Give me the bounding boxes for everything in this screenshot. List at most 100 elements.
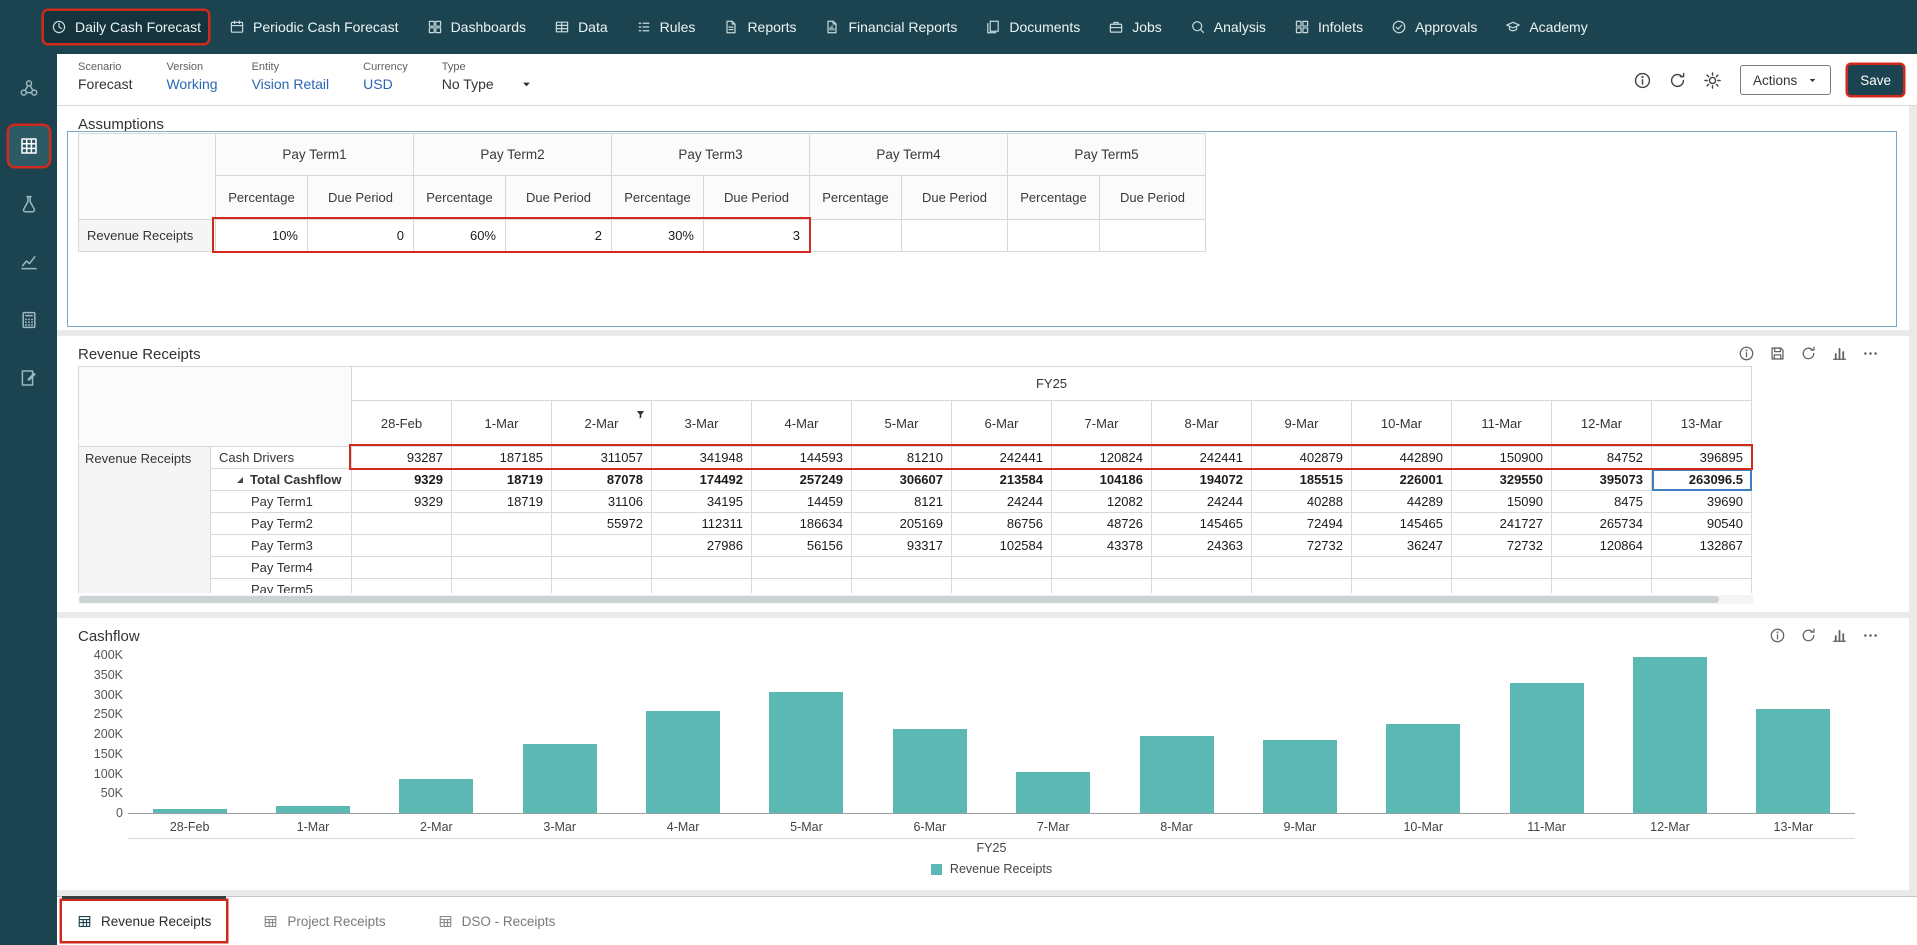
cell-pay-term3-8-mar[interactable]: 24363 [1151, 534, 1252, 557]
cell-cash-drivers-12-mar[interactable]: 84752 [1551, 446, 1652, 469]
cell-pay-term4-7-mar[interactable] [1051, 556, 1152, 579]
nav-tab-daily-cash-forecast[interactable]: Daily Cash Forecast [44, 11, 209, 43]
cell-pay-term2-5-mar[interactable]: 205169 [851, 512, 952, 535]
cell-pay-term3-13-mar[interactable]: 132867 [1651, 534, 1752, 557]
chart-bar-12-mar[interactable] [1632, 657, 1707, 813]
row-label-pay-term4[interactable]: Pay Term4 [210, 556, 352, 579]
cell-pay-term4-8-mar[interactable] [1151, 556, 1252, 579]
cell-pay-term1-11-mar[interactable]: 15090 [1451, 490, 1552, 513]
cell-pay-term3-2-mar[interactable] [551, 534, 652, 557]
nav-tab-reports[interactable]: Reports [716, 11, 803, 43]
ellipsis-button[interactable] [1862, 345, 1879, 362]
chart-bar-9-mar[interactable] [1262, 740, 1337, 813]
cell-pay-term3-28-feb[interactable] [351, 534, 452, 557]
cell-cash-drivers-1-mar[interactable]: 187185 [451, 446, 552, 469]
assumptions-value-cell[interactable]: 60% [413, 219, 506, 252]
cell-pay-term3-11-mar[interactable]: 72732 [1451, 534, 1552, 557]
cell-total-cashflow-8-mar[interactable]: 194072 [1151, 468, 1252, 491]
column-header-28-feb[interactable]: 28-Feb [351, 400, 452, 447]
row-label-pay-term1[interactable]: Pay Term1 [210, 490, 352, 513]
cell-pay-term4-11-mar[interactable] [1451, 556, 1552, 579]
nav-tab-analysis[interactable]: Analysis [1183, 11, 1273, 43]
chart-legend[interactable]: Revenue Receipts [128, 862, 1855, 876]
chart-bar-28-feb[interactable] [152, 809, 227, 813]
sidebar-item-data-grid[interactable] [8, 126, 49, 166]
nav-tab-periodic-cash-forecast[interactable]: Periodic Cash Forecast [222, 11, 406, 43]
column-header-4-mar[interactable]: 4-Mar [751, 400, 852, 447]
cell-pay-term1-6-mar[interactable]: 24244 [951, 490, 1052, 513]
bottom-tab-revenue-receipts[interactable]: Revenue Receipts [62, 896, 227, 941]
cell-pay-term5-4-mar[interactable] [751, 578, 852, 593]
cell-total-cashflow-2-mar[interactable]: 87078 [551, 468, 652, 491]
column-header-7-mar[interactable]: 7-Mar [1051, 400, 1152, 447]
cell-pay-term1-12-mar[interactable]: 8475 [1551, 490, 1652, 513]
ellipsis-button[interactable] [1862, 627, 1879, 644]
pov-currency[interactable]: Currency USD [363, 61, 408, 92]
revenue-row-header[interactable]: Revenue Receipts [78, 446, 211, 593]
nav-tab-financial-reports[interactable]: Financial Reports [817, 11, 964, 43]
cell-pay-term3-12-mar[interactable]: 120864 [1551, 534, 1652, 557]
cell-pay-term1-13-mar[interactable]: 39690 [1651, 490, 1752, 513]
cell-pay-term3-9-mar[interactable]: 72732 [1251, 534, 1352, 557]
cell-pay-term1-5-mar[interactable]: 8121 [851, 490, 952, 513]
column-header-6-mar[interactable]: 6-Mar [951, 400, 1052, 447]
info-button[interactable] [1630, 67, 1656, 93]
assumptions-row-label[interactable]: Revenue Receipts [78, 219, 216, 252]
cell-pay-term4-12-mar[interactable] [1551, 556, 1652, 579]
cell-cash-drivers-5-mar[interactable]: 81210 [851, 446, 952, 469]
cell-pay-term3-5-mar[interactable]: 93317 [851, 534, 952, 557]
cell-pay-term2-28-feb[interactable] [351, 512, 452, 535]
cell-total-cashflow-13-mar[interactable]: 263096.5 [1651, 468, 1752, 491]
cell-pay-term5-12-mar[interactable] [1551, 578, 1652, 593]
cell-pay-term5-13-mar[interactable] [1651, 578, 1752, 593]
cell-pay-term1-28-feb[interactable]: 9329 [351, 490, 452, 513]
refresh-button[interactable] [1665, 67, 1691, 93]
gear-button[interactable] [1700, 67, 1726, 93]
horizontal-scrollbar[interactable] [78, 595, 1753, 604]
assumptions-value-cell[interactable] [1099, 219, 1206, 252]
cell-pay-term3-3-mar[interactable]: 27986 [651, 534, 752, 557]
pov-version[interactable]: Version Working [166, 61, 217, 92]
row-label-pay-term2[interactable]: Pay Term2 [210, 512, 352, 535]
nav-tab-jobs[interactable]: Jobs [1101, 11, 1169, 43]
refresh-button[interactable] [1800, 627, 1817, 644]
cell-cash-drivers-7-mar[interactable]: 120824 [1051, 446, 1152, 469]
column-header-10-mar[interactable]: 10-Mar [1351, 400, 1452, 447]
cell-pay-term3-6-mar[interactable]: 102584 [951, 534, 1052, 557]
cell-pay-term4-28-feb[interactable] [351, 556, 452, 579]
cell-cash-drivers-4-mar[interactable]: 144593 [751, 446, 852, 469]
column-header-2-mar[interactable]: 2-Mar [551, 400, 652, 447]
cell-pay-term4-6-mar[interactable] [951, 556, 1052, 579]
cell-pay-term4-13-mar[interactable] [1651, 556, 1752, 579]
row-label-pay-term5[interactable]: Pay Term5 [210, 578, 352, 593]
cell-pay-term1-2-mar[interactable]: 31106 [551, 490, 652, 513]
chart-bar-5-mar[interactable] [769, 692, 844, 813]
pov-entity[interactable]: Entity Vision Retail [252, 61, 330, 92]
cell-pay-term1-8-mar[interactable]: 24244 [1151, 490, 1252, 513]
assumptions-value-cell[interactable] [809, 219, 902, 252]
sidebar-item-flask[interactable] [9, 184, 49, 224]
cell-total-cashflow-3-mar[interactable]: 174492 [651, 468, 752, 491]
cell-cash-drivers-8-mar[interactable]: 242441 [1151, 446, 1252, 469]
cell-cash-drivers-11-mar[interactable]: 150900 [1451, 446, 1552, 469]
chart-bar-4-mar[interactable] [646, 711, 721, 813]
cell-pay-term2-7-mar[interactable]: 48726 [1051, 512, 1152, 535]
nav-tab-documents[interactable]: Documents [978, 11, 1087, 43]
cell-pay-term1-1-mar[interactable]: 18719 [451, 490, 552, 513]
actions-button[interactable]: Actions [1739, 65, 1832, 95]
assumptions-value-cell[interactable]: 0 [307, 219, 414, 252]
cell-pay-term4-3-mar[interactable] [651, 556, 752, 579]
cell-pay-term2-11-mar[interactable]: 241727 [1451, 512, 1552, 535]
cell-total-cashflow-10-mar[interactable]: 226001 [1351, 468, 1452, 491]
cell-pay-term2-10-mar[interactable]: 145465 [1351, 512, 1452, 535]
cell-pay-term5-8-mar[interactable] [1151, 578, 1252, 593]
cell-pay-term2-12-mar[interactable]: 265734 [1551, 512, 1652, 535]
cell-pay-term5-7-mar[interactable] [1051, 578, 1152, 593]
cell-pay-term2-3-mar[interactable]: 112311 [651, 512, 752, 535]
cell-total-cashflow-7-mar[interactable]: 104186 [1051, 468, 1152, 491]
cell-pay-term2-8-mar[interactable]: 145465 [1151, 512, 1252, 535]
nav-tab-data[interactable]: Data [547, 11, 615, 43]
cell-cash-drivers-3-mar[interactable]: 341948 [651, 446, 752, 469]
cell-pay-term5-6-mar[interactable] [951, 578, 1052, 593]
sidebar-item-worksheet[interactable] [9, 358, 49, 398]
